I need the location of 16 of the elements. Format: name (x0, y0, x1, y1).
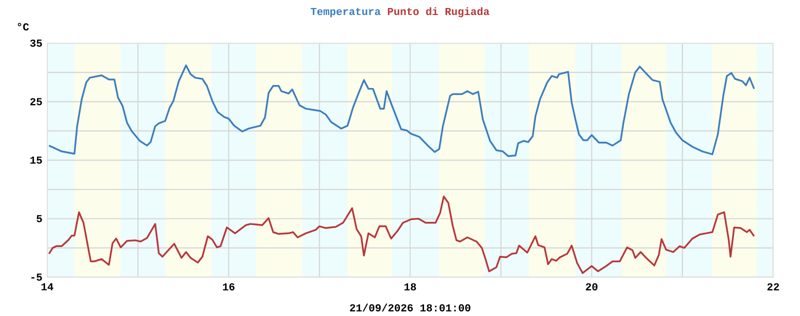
line-series (48, 64, 755, 157)
x-tick-label: 18 (404, 283, 416, 291)
y-axis-title: °C (18, 22, 29, 31)
x-tick-label: 22 (767, 283, 779, 290)
x-tick-label: 20 (586, 283, 598, 291)
y-tick-label: 25 (30, 98, 42, 106)
y-tick-label: 35 (30, 40, 42, 47)
x-tick-label: 14 (42, 283, 54, 290)
x-tick-label: 16 (223, 283, 235, 291)
y-tick-label: -5 (31, 274, 42, 281)
line-series (48, 196, 755, 274)
x-axis-title: 21/09/2026 18:01:00 (350, 304, 470, 312)
y-tick-label: 15 (30, 156, 42, 164)
y-tick-label: 5 (36, 215, 42, 222)
text: Temperatura (310, 8, 381, 18)
text: Punto di Rugiada (388, 7, 490, 18)
